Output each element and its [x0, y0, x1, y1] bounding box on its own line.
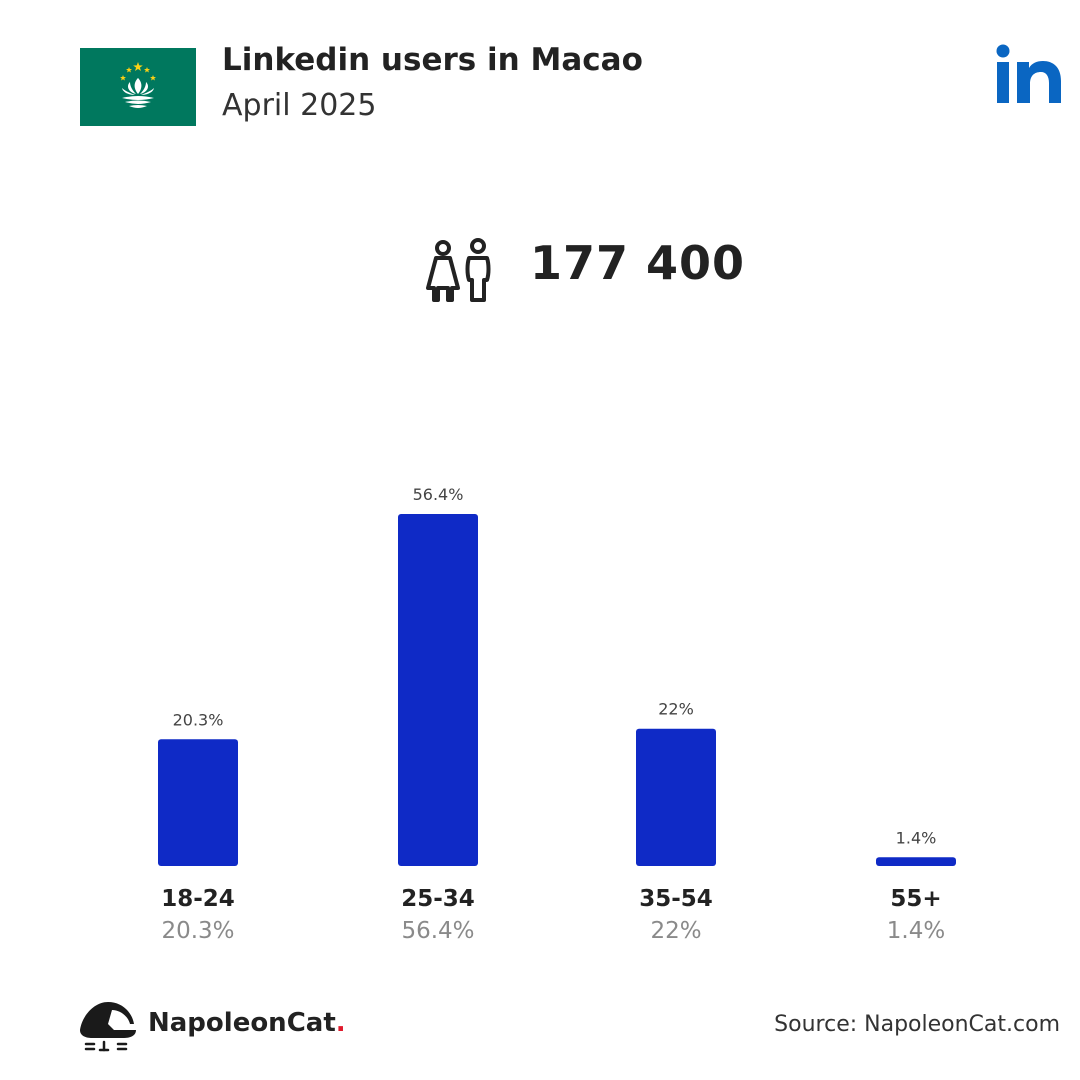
bar-value-label: 22%: [658, 700, 694, 719]
chart-title: Linkedin users in Macao: [222, 42, 643, 78]
chart-subtitle: April 2025: [222, 88, 377, 123]
category-percent: 56.4%: [401, 918, 474, 944]
bar-value-label: 56.4%: [413, 485, 464, 504]
users-icon: [426, 238, 491, 302]
bar-35-54: [636, 728, 716, 866]
bar-18-24: [158, 739, 238, 866]
category-label: 35-54: [639, 886, 713, 912]
linkedin-icon: [996, 44, 1061, 103]
category-percent: 22%: [650, 918, 701, 944]
category-percent: 1.4%: [887, 918, 945, 944]
brand-name-text: NapoleonCat: [148, 1008, 336, 1038]
macao-flag: [80, 48, 196, 126]
total-users-value: 177 400: [530, 236, 746, 290]
brand-name: NapoleonCat.: [148, 1008, 346, 1038]
source-text: Source: NapoleonCat.com: [774, 1012, 1060, 1037]
category-label: 55+: [890, 886, 941, 912]
category-percent: 20.3%: [161, 918, 234, 944]
bar-55+: [876, 857, 956, 866]
category-label: 25-34: [401, 886, 475, 912]
bar-25-34: [398, 514, 478, 866]
category-label: 18-24: [161, 886, 235, 912]
brand-dot: .: [335, 1008, 346, 1038]
bar-value-label: 20.3%: [173, 710, 224, 729]
napoleoncat-logo-icon: [80, 1002, 136, 1052]
bar-value-label: 1.4%: [896, 828, 937, 847]
